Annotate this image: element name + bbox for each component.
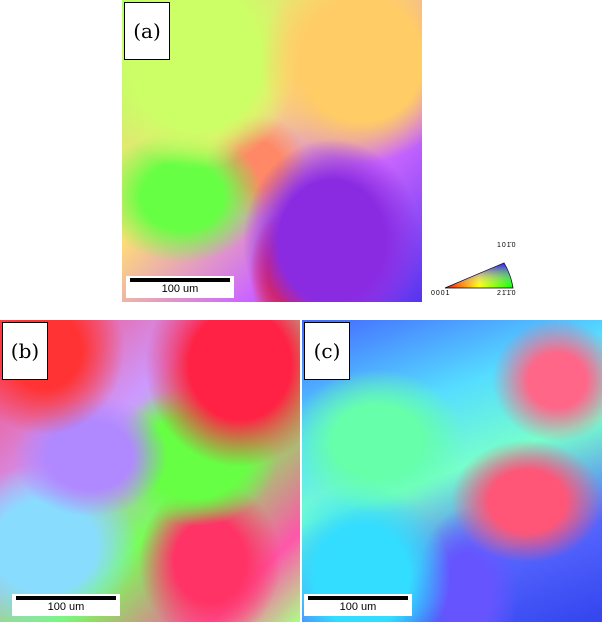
ipf-triangle [444, 262, 514, 289]
scale-bar-line [130, 278, 230, 282]
scale-bar-c: 100 um [304, 594, 412, 616]
panel-label-b: (b) [2, 322, 48, 380]
legend-label-top: 101̄0 [497, 242, 517, 249]
scale-bar-line [16, 596, 116, 600]
scale-bar-line [308, 596, 408, 600]
ebsd-map-b: (b) 100 um [0, 320, 300, 622]
scale-bar-text: 100 um [161, 283, 199, 295]
scale-bar-a: 100 um [126, 276, 234, 298]
ebsd-map-a: (a) 100 um [122, 0, 422, 302]
ebsd-map-c: (c) 100 um [302, 320, 602, 622]
legend-label-right: 21̄1̄0 [497, 290, 517, 297]
legend-label-left: 0001 [431, 290, 451, 297]
scale-bar-text: 100 um [339, 601, 377, 613]
panel-label-a: (a) [124, 2, 170, 60]
scale-bar-b: 100 um [12, 594, 120, 616]
panel-label-c: (c) [304, 322, 350, 380]
ipf-color-key: 101̄0 0001 21̄1̄0 [425, 238, 520, 300]
scale-bar-text: 100 um [47, 601, 85, 613]
